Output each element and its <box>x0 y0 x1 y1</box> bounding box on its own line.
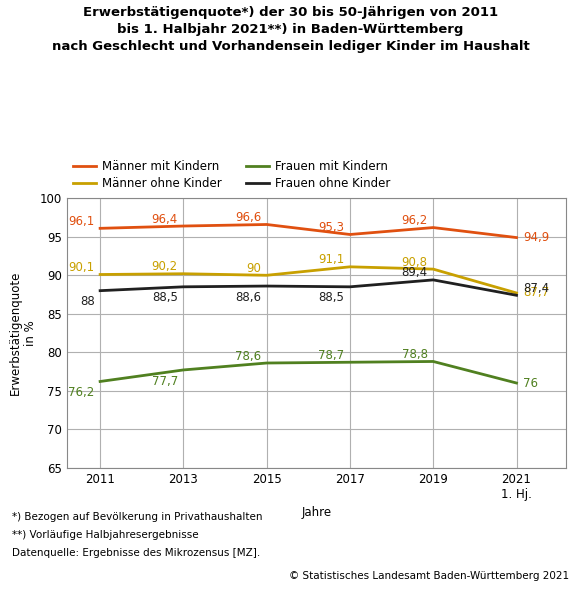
Line: Frauen ohne Kinder: Frauen ohne Kinder <box>100 280 517 295</box>
Text: 88,6: 88,6 <box>235 291 261 304</box>
X-axis label: Jahre: Jahre <box>302 506 332 519</box>
Text: 78,6: 78,6 <box>235 349 261 362</box>
Text: 78,7: 78,7 <box>318 349 345 362</box>
Frauen mit Kindern <box>96 378 103 385</box>
Line: Männer mit Kindern: Männer mit Kindern <box>100 224 517 237</box>
Text: Datenquelle: Ergebnisse des Mikrozensus [MZ].: Datenquelle: Ergebnisse des Mikrozensus … <box>12 548 260 558</box>
Männer ohne Kinder <box>180 270 187 277</box>
Frauen mit Kindern <box>263 359 270 366</box>
Text: 95,3: 95,3 <box>318 221 345 234</box>
Text: 78,8: 78,8 <box>401 348 428 361</box>
Text: 87,4: 87,4 <box>523 282 550 295</box>
Text: 91,1: 91,1 <box>318 253 345 266</box>
Text: 96,6: 96,6 <box>235 211 261 224</box>
Frauen mit Kindern <box>346 359 353 366</box>
Legend: Männer mit Kindern, Männer ohne Kinder, Frauen mit Kindern, Frauen ohne Kinder: Männer mit Kindern, Männer ohne Kinder, … <box>73 160 390 189</box>
Text: 77,7: 77,7 <box>152 375 178 388</box>
Text: *) Bezogen auf Bevölkerung in Privathaushalten: *) Bezogen auf Bevölkerung in Privathaus… <box>12 512 262 522</box>
Frauen ohne Kinder <box>513 292 520 299</box>
Männer mit Kindern <box>346 231 353 238</box>
Text: 89,4: 89,4 <box>401 266 428 279</box>
Text: 96,2: 96,2 <box>401 214 428 227</box>
Männer mit Kindern <box>96 225 103 232</box>
Line: Frauen mit Kindern: Frauen mit Kindern <box>100 362 517 383</box>
Männer mit Kindern <box>430 224 437 231</box>
Frauen mit Kindern <box>180 366 187 374</box>
Männer ohne Kinder <box>263 272 270 279</box>
Text: 94,9: 94,9 <box>523 231 550 244</box>
Text: 76: 76 <box>523 377 539 390</box>
Text: 96,4: 96,4 <box>152 213 178 226</box>
Text: 88: 88 <box>80 295 95 308</box>
Text: 90: 90 <box>246 262 261 275</box>
Text: **) Vorläufige Halbjahresergebnisse: **) Vorläufige Halbjahresergebnisse <box>12 530 198 540</box>
Männer mit Kindern <box>513 234 520 241</box>
Text: Erwerbstätigenquote*) der 30 bis 50-Jährigen von 2011
bis 1. Halbjahr 2021**) in: Erwerbstätigenquote*) der 30 bis 50-Jähr… <box>52 6 529 53</box>
Text: 87,7: 87,7 <box>523 287 550 300</box>
Text: 88,5: 88,5 <box>152 291 178 304</box>
Männer ohne Kinder <box>96 271 103 278</box>
Männer mit Kindern <box>180 223 187 230</box>
Text: 76,2: 76,2 <box>69 386 95 399</box>
Männer mit Kindern <box>263 221 270 228</box>
Männer ohne Kinder <box>513 289 520 297</box>
Text: © Statistisches Landesamt Baden-Württemberg 2021: © Statistisches Landesamt Baden-Württemb… <box>289 571 569 581</box>
Y-axis label: Erwerbstätigenquote
in %: Erwerbstätigenquote in % <box>9 271 37 395</box>
Text: 96,1: 96,1 <box>69 215 95 228</box>
Frauen ohne Kinder <box>263 282 270 289</box>
Frauen ohne Kinder <box>180 284 187 291</box>
Frauen ohne Kinder <box>430 276 437 284</box>
Frauen ohne Kinder <box>346 284 353 291</box>
Männer ohne Kinder <box>430 266 437 273</box>
Text: 90,8: 90,8 <box>401 256 428 269</box>
Frauen ohne Kinder <box>96 287 103 294</box>
Männer ohne Kinder <box>346 263 353 271</box>
Frauen mit Kindern <box>513 379 520 387</box>
Text: 90,1: 90,1 <box>69 261 95 274</box>
Text: 88,5: 88,5 <box>318 291 345 304</box>
Text: 90,2: 90,2 <box>152 260 178 274</box>
Line: Männer ohne Kinder: Männer ohne Kinder <box>100 267 517 293</box>
Frauen mit Kindern <box>430 358 437 365</box>
